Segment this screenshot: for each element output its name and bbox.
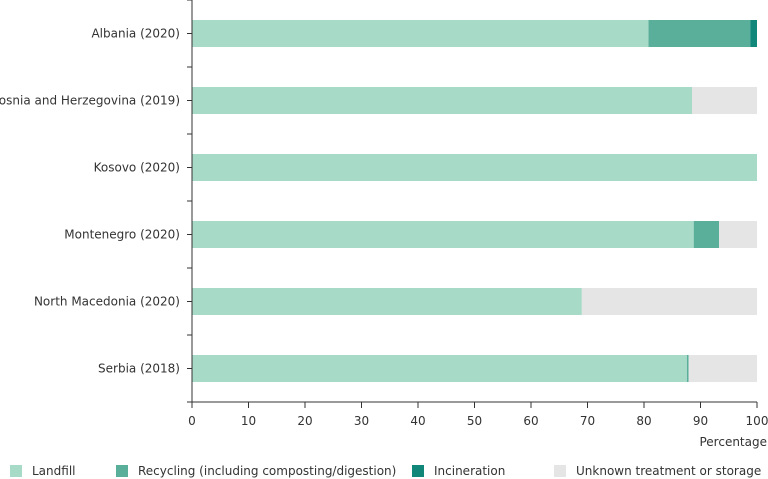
x-tick-label-6: 60 <box>523 414 538 428</box>
bars-layer <box>192 20 757 382</box>
x-tick-label-4: 40 <box>410 414 425 428</box>
bar-segment-4-3 <box>581 288 757 315</box>
bar-segment-0-2 <box>750 20 757 47</box>
bar-segment-1-3 <box>692 87 757 114</box>
legend-label-2: Incineration <box>434 464 505 478</box>
category-labels: Albania (2020) Bosnia and Herzegovina (20… <box>0 27 180 376</box>
bar-segment-0-0 <box>192 20 649 47</box>
bar-segment-2-0 <box>192 154 757 181</box>
category-label-5: Serbia (2018) <box>98 362 180 376</box>
x-axis-ticks: 0 10 20 30 40 50 60 70 80 90 100 <box>188 402 768 428</box>
bar-segment-4-0 <box>192 288 582 315</box>
x-tick-label-10: 100 <box>746 414 768 428</box>
legend: Landfill Recycling (including composting/… <box>10 464 761 478</box>
x-tick-label-9: 90 <box>693 414 708 428</box>
x-axis-title: Percentage <box>699 435 767 449</box>
category-label-0: Albania (2020) <box>91 27 180 41</box>
bar-segment-5-0 <box>192 355 687 382</box>
legend-swatch-3 <box>554 465 566 477</box>
x-tick-label-7: 70 <box>580 414 595 428</box>
category-label-3: Montenegro (2020) <box>64 228 180 242</box>
bar-segment-3-0 <box>192 221 694 248</box>
x-tick-label-1: 10 <box>241 414 256 428</box>
x-tick-label-2: 20 <box>297 414 312 428</box>
y-axis-ticks <box>187 0 192 403</box>
bar-segment-5-1 <box>686 355 689 382</box>
legend-label-3: Unknown treatment or storage <box>576 464 761 478</box>
legend-swatch-1 <box>116 465 128 477</box>
legend-label-1: Recycling (including composting/digestio… <box>138 464 396 478</box>
legend-swatch-0 <box>10 465 22 477</box>
x-tick-label-5: 50 <box>467 414 482 428</box>
bar-segment-5-3 <box>688 355 757 382</box>
legend-label-0: Landfill <box>32 464 76 478</box>
category-label-1: Bosnia and Herzegovina (2019) <box>0 94 180 108</box>
x-tick-label-0: 0 <box>188 414 196 428</box>
category-label-2: Kosovo (2020) <box>94 161 180 175</box>
bar-segment-3-3 <box>719 221 757 248</box>
bar-segment-0-1 <box>648 20 751 47</box>
bar-segment-3-1 <box>693 221 720 248</box>
x-tick-label-3: 30 <box>354 414 369 428</box>
x-tick-label-8: 80 <box>636 414 651 428</box>
legend-swatch-2 <box>412 465 424 477</box>
bar-segment-1-0 <box>192 87 693 114</box>
category-label-4: North Macedonia (2020) <box>34 295 180 309</box>
